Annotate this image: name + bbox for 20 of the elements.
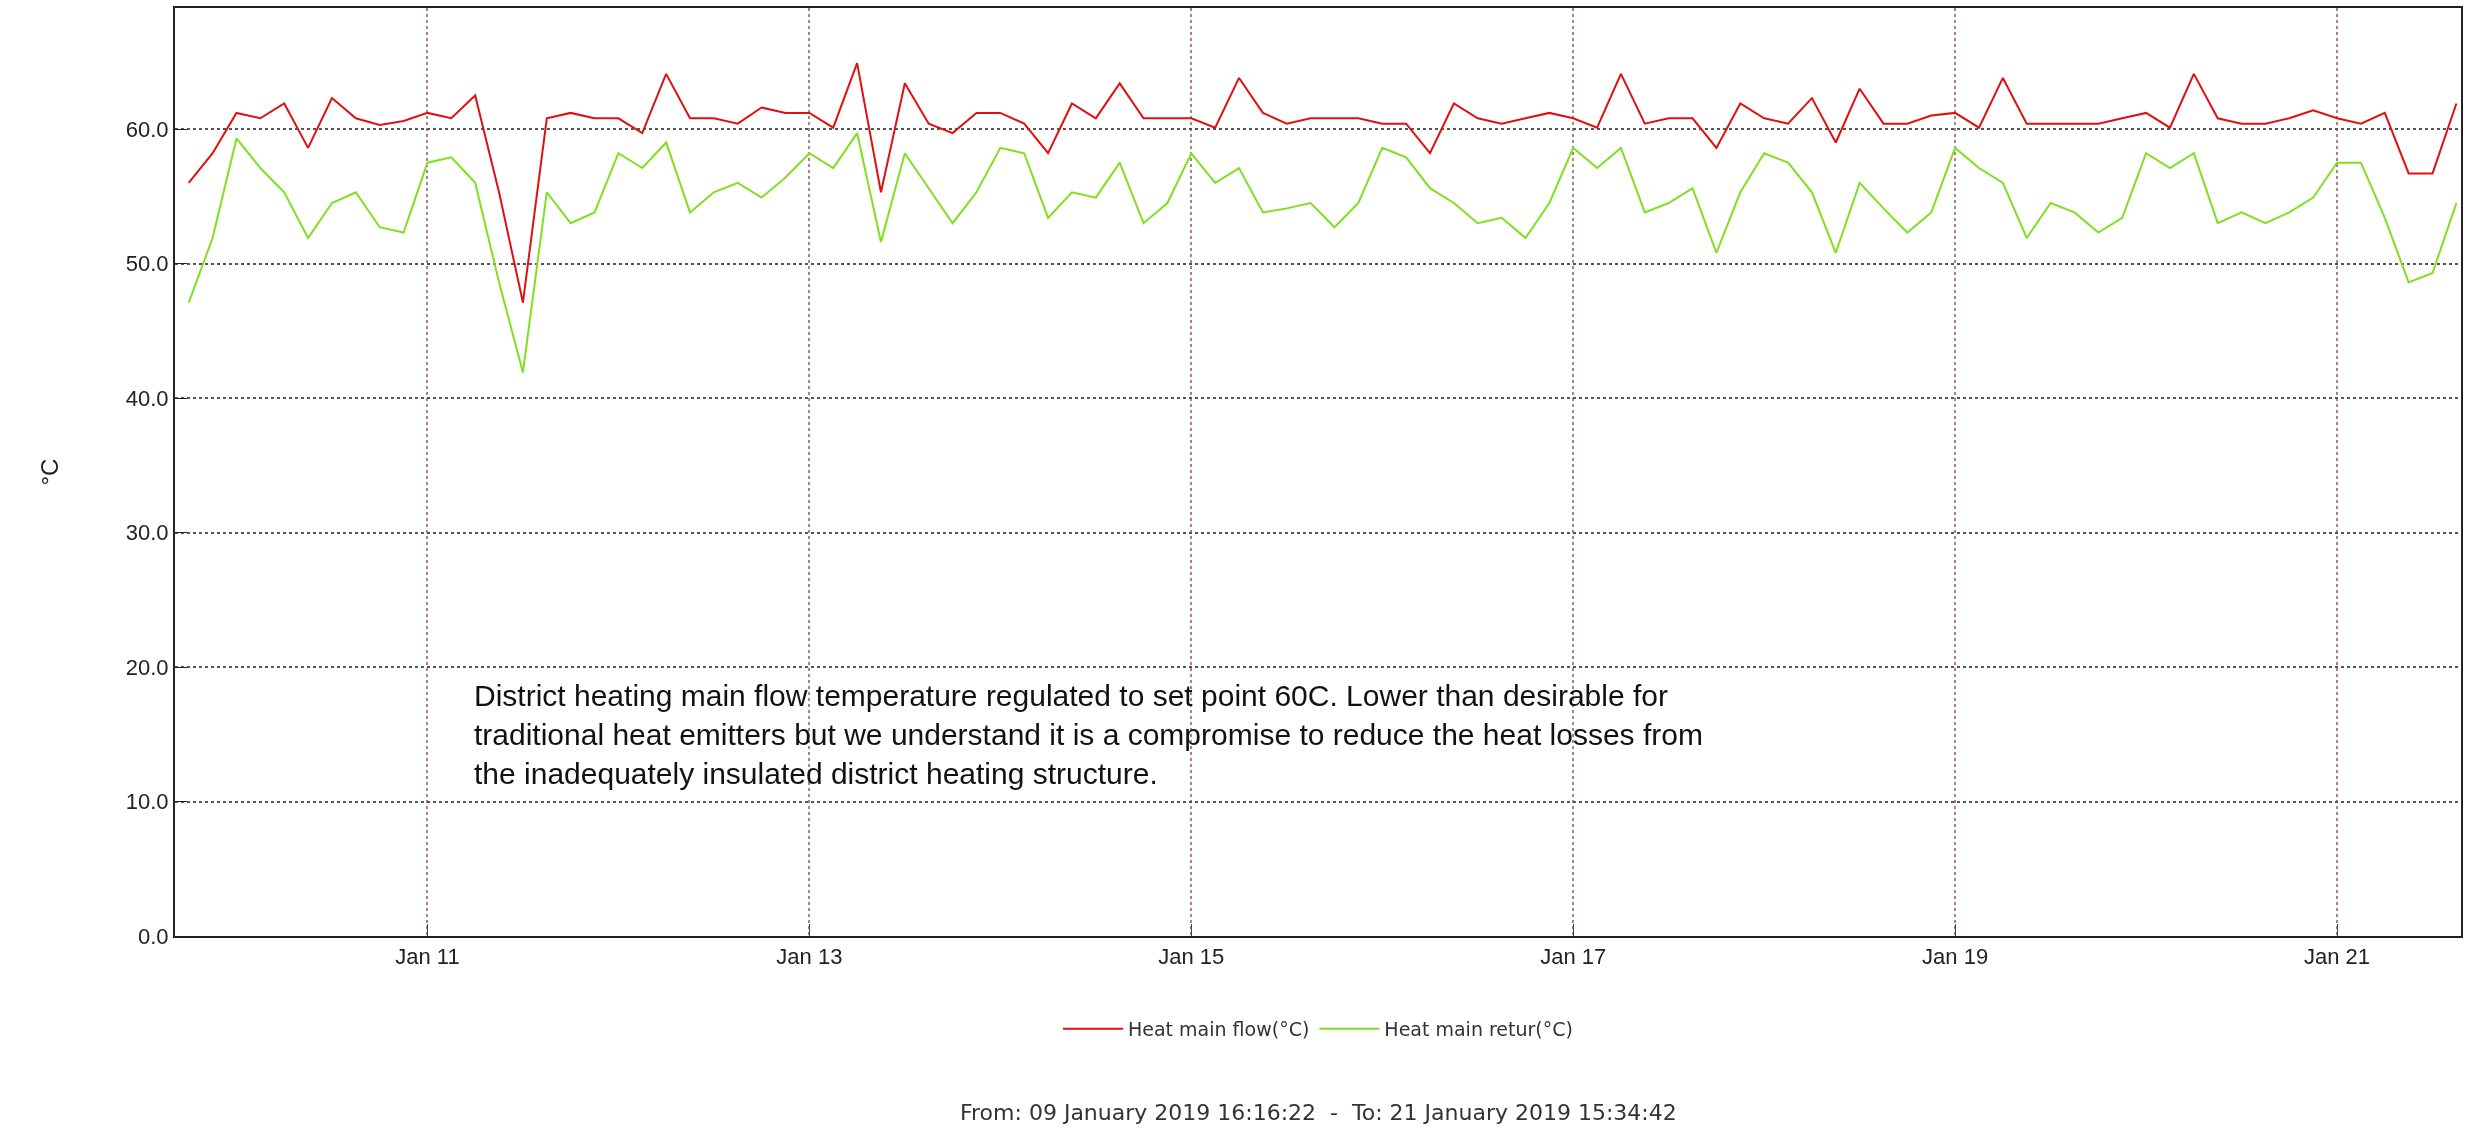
y-tick-label: 60.0: [125, 116, 169, 142]
x-tick-label: Jan 13: [776, 944, 843, 970]
line-series: [187, 62, 2458, 304]
x-tick-label: Jan 21: [2304, 944, 2371, 970]
y-tick-label: 0.0: [138, 923, 169, 949]
x-tick-label: Jan 17: [1540, 944, 1607, 970]
y-tick-label: 20.0: [125, 654, 169, 680]
text: From: 09 January 2019 16:16:22 - To: 21 January 2019 15:34:42: [960, 1100, 1677, 1125]
x-tick-label: Jan 15: [1158, 944, 1225, 970]
x-tick-label: Jan 19: [1922, 944, 1989, 970]
legend-label: Heat main flow(°C): [1128, 1018, 1310, 1041]
y-tick-label: 30.0: [125, 520, 169, 546]
y-tick-label: 50.0: [125, 251, 169, 277]
legend-label: Heat main retur(°C): [1384, 1018, 1573, 1041]
y-tick-label: 40.0: [125, 385, 169, 411]
x-tick-label: Jan 11: [395, 944, 460, 970]
y-axis-title: °C: [36, 458, 64, 486]
y-tick-label: 10.0: [125, 789, 169, 815]
line-series: [187, 132, 2458, 374]
annotation: District heating main flow temperature regulated to set point 60C. Lower than desirable for traditional heat emitters but we understand it is a compromise to reduce the heat losses from the inadequately insulated district heating structure.: [474, 679, 1703, 790]
